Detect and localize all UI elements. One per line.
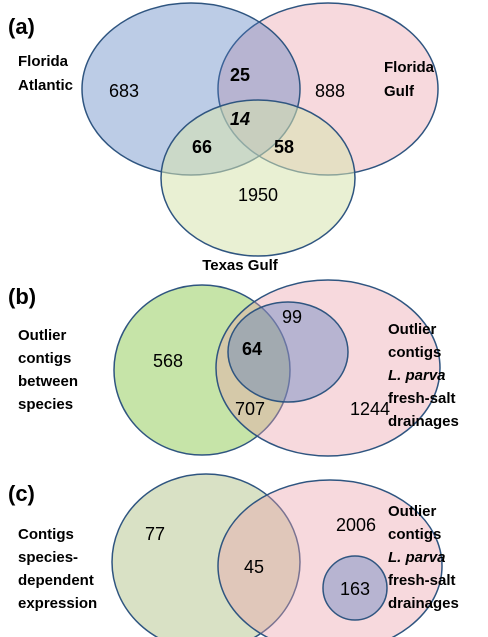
set-label: Outlier bbox=[388, 321, 437, 338]
count: 99 bbox=[282, 307, 302, 327]
set-label: species bbox=[18, 396, 73, 413]
count: 888 bbox=[315, 81, 345, 101]
count: 683 bbox=[109, 81, 139, 101]
set-label: expression bbox=[18, 595, 97, 612]
set-circle bbox=[160, 99, 356, 257]
count: 64 bbox=[242, 339, 262, 359]
set-label: between bbox=[18, 373, 78, 390]
count: 163 bbox=[340, 579, 370, 599]
count: 77 bbox=[145, 524, 165, 544]
set-label: dependent bbox=[18, 572, 94, 589]
set-label: L. parva bbox=[388, 367, 446, 384]
set-label: contigs bbox=[18, 350, 71, 367]
panel-label: (c) bbox=[8, 481, 35, 506]
set-label: Atlantic bbox=[18, 77, 73, 94]
count: 707 bbox=[235, 399, 265, 419]
set-label: Florida bbox=[18, 53, 69, 70]
panel-label: (b) bbox=[8, 284, 36, 309]
set-label: drainages bbox=[388, 413, 459, 430]
set-label: Contigs bbox=[18, 526, 74, 543]
set-label: Outlier bbox=[18, 327, 67, 344]
panel-label: (a) bbox=[8, 14, 35, 39]
set-label: contigs bbox=[388, 526, 441, 543]
count: 568 bbox=[153, 351, 183, 371]
set-label: drainages bbox=[388, 595, 459, 612]
set-label: Gulf bbox=[384, 83, 415, 100]
set-circle bbox=[111, 473, 301, 637]
count: 45 bbox=[244, 557, 264, 577]
set-circle bbox=[113, 284, 291, 456]
count: 1950 bbox=[238, 185, 278, 205]
set-label: Outlier bbox=[388, 503, 437, 520]
set-label: Florida bbox=[384, 59, 435, 76]
count: 14 bbox=[230, 109, 250, 129]
count: 58 bbox=[274, 137, 294, 157]
count: 2006 bbox=[336, 515, 376, 535]
set-label: fresh-salt bbox=[388, 572, 456, 589]
set-circle bbox=[322, 555, 388, 621]
set-circle bbox=[215, 279, 441, 457]
count: 25 bbox=[230, 65, 250, 85]
set-label: contigs bbox=[388, 344, 441, 361]
count: 1244 bbox=[350, 399, 390, 419]
set-label: Texas Gulf bbox=[202, 257, 279, 274]
set-label: fresh-salt bbox=[388, 390, 456, 407]
set-circle bbox=[227, 301, 349, 403]
count: 66 bbox=[192, 137, 212, 157]
set-label: species- bbox=[18, 549, 78, 566]
set-label: L. parva bbox=[388, 549, 446, 566]
